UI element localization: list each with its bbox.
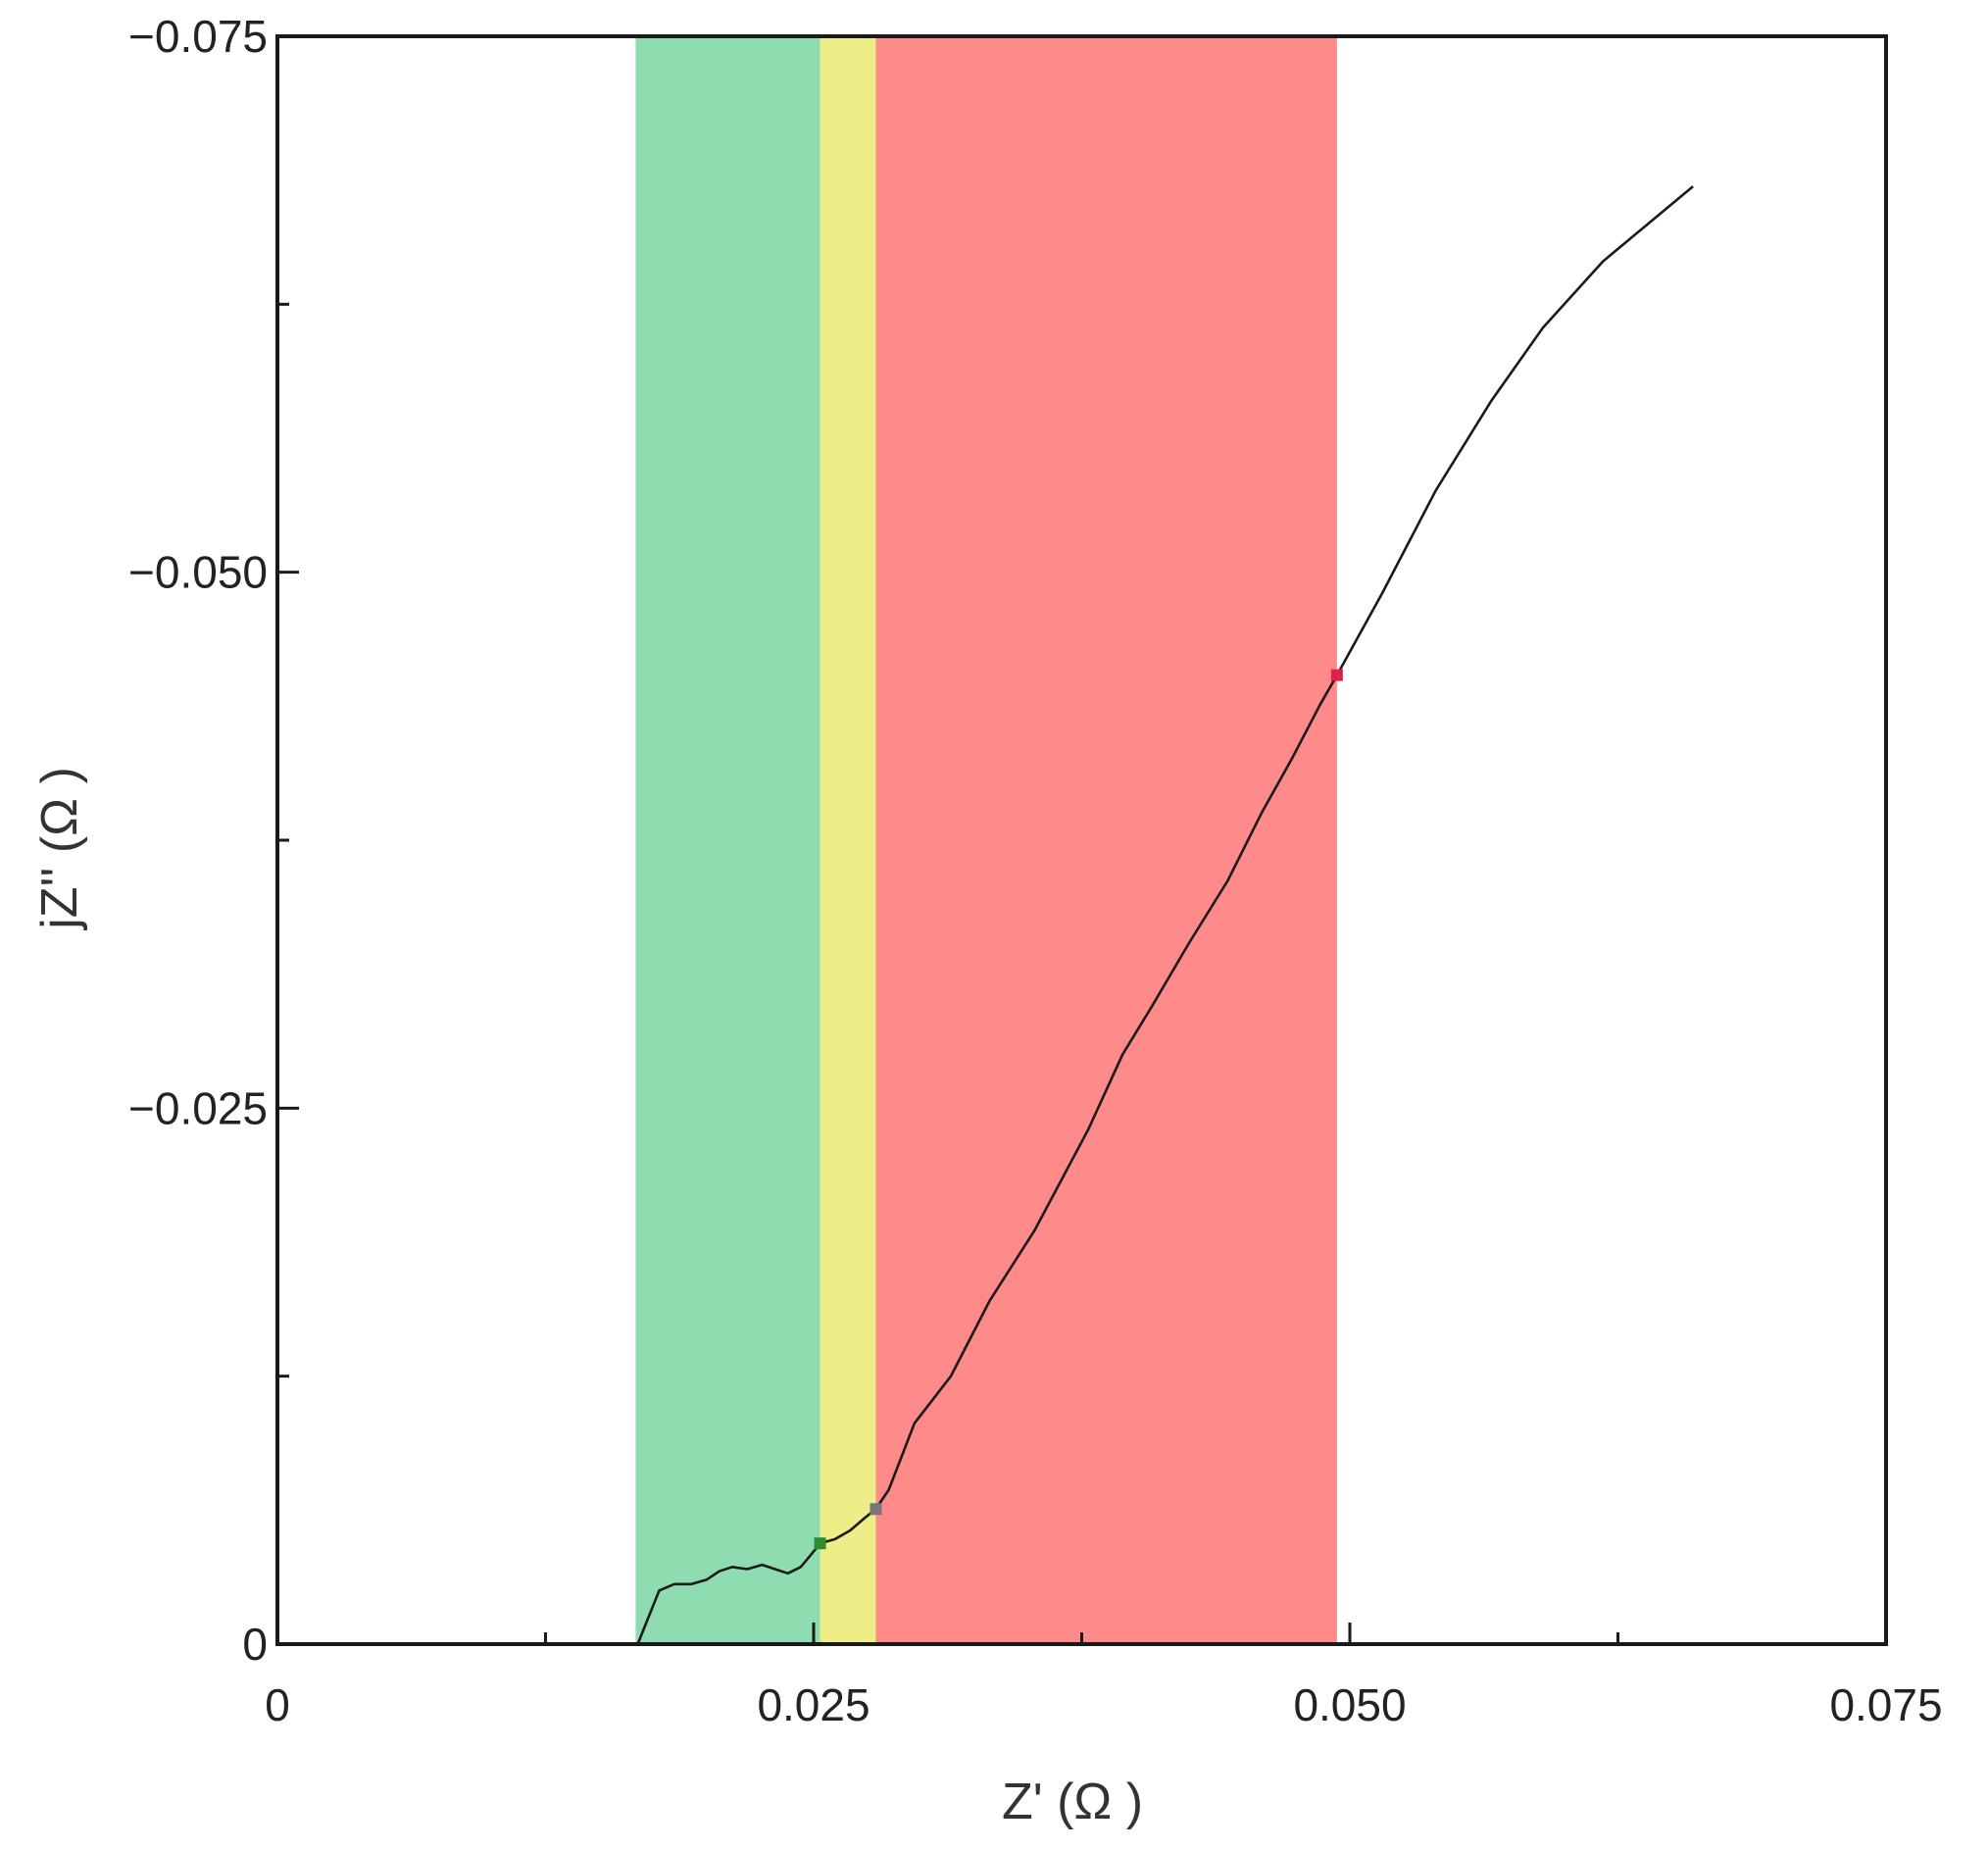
region-band-1 <box>635 36 820 1644</box>
region-band-2 <box>820 36 876 1644</box>
x-tick-label-3: 0.050 <box>1293 1679 1406 1730</box>
y-tick-label-4: −0.075 <box>128 11 268 62</box>
y-tick-label-1: 0 <box>242 1619 268 1670</box>
region-band-3 <box>875 36 1337 1644</box>
tick-label-layer: 0 0.025 0.050 0.075 0 −0.025 −0.050 −0.075 <box>128 11 1943 1730</box>
y-tick-label-2: −0.025 <box>128 1082 268 1133</box>
x-axis-title: Z' (Ω ) <box>1002 1774 1143 1830</box>
series-layer <box>636 185 1694 1645</box>
data-marker-2 <box>870 1503 882 1516</box>
tick-layer <box>275 34 1888 1646</box>
data-marker-1 <box>814 1537 826 1550</box>
x-tick-label-1: 0 <box>265 1679 290 1730</box>
data-marker-3 <box>1330 669 1343 681</box>
x-tick-label-2: 0.025 <box>757 1679 870 1730</box>
series-line-1 <box>636 185 1694 1645</box>
y-axis-title: jZ'' (Ω ) <box>31 767 88 931</box>
marker-layer <box>814 669 1343 1550</box>
x-tick-label-4: 0.075 <box>1829 1679 1942 1730</box>
y-tick-label-3: −0.050 <box>128 547 268 598</box>
highlight-regions <box>635 36 1337 1644</box>
